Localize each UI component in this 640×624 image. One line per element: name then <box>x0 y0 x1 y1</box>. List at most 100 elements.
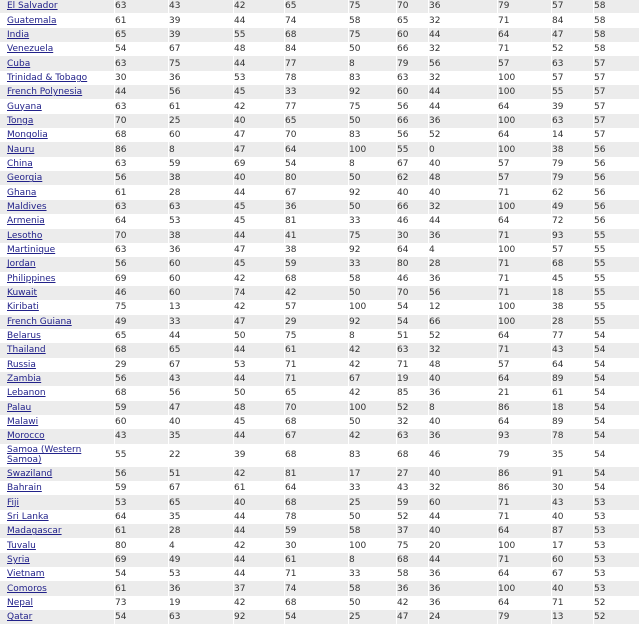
score-cell: 78 <box>285 509 349 525</box>
score-cell: 45 <box>234 214 285 229</box>
score-cell: 68 <box>285 414 349 430</box>
country-link[interactable]: French Guiana <box>7 316 72 327</box>
score-cell: 65 <box>169 343 234 358</box>
country-link[interactable]: Vietnam <box>7 569 45 580</box>
country-link[interactable]: Maldives <box>7 201 47 212</box>
table-row: Ghana 61 28 44 67 92 40 40 71 62 56 <box>0 185 640 200</box>
country-link[interactable]: Russia <box>7 359 36 370</box>
score-cell: 79 <box>552 156 594 172</box>
country-link[interactable]: India <box>7 29 30 40</box>
score-cell: 52 <box>552 42 594 57</box>
score-cell: 52 <box>397 509 429 525</box>
score-cell: 63 <box>115 242 169 258</box>
country-link[interactable]: Guyana <box>7 101 42 112</box>
country-link[interactable]: Georgia <box>7 173 43 184</box>
country-link[interactable]: Martinique <box>7 245 56 256</box>
country-link[interactable]: Guatemala <box>7 15 57 26</box>
score-cell: 57 <box>594 113 640 129</box>
country-link[interactable]: Comoros <box>7 583 47 594</box>
country-link[interactable]: Venezuela <box>7 44 54 55</box>
score-cell: 71 <box>498 285 552 301</box>
country-link[interactable]: Qatar <box>7 612 33 623</box>
country-link[interactable]: El Salvador <box>7 1 58 12</box>
score-cell: 40 <box>552 581 594 596</box>
score-cell: 67 <box>285 429 349 444</box>
country-link[interactable]: Zambia <box>7 374 42 385</box>
score-cell: 13 <box>552 610 594 624</box>
score-cell: 44 <box>429 552 498 568</box>
score-cell: 42 <box>234 99 285 114</box>
country-link[interactable]: Trinidad & Tobago <box>7 72 88 83</box>
score-cell: 100 <box>349 300 397 315</box>
country-link[interactable]: Armenia <box>7 216 45 227</box>
country-cell: Jordan <box>0 257 115 272</box>
score-cell: 56 <box>115 171 169 186</box>
score-cell: 64 <box>285 481 349 496</box>
country-link[interactable]: China <box>7 158 33 169</box>
score-cell: 50 <box>349 113 397 129</box>
country-link[interactable]: Morocco <box>7 431 45 442</box>
country-link[interactable]: Ghana <box>7 187 37 198</box>
country-link[interactable]: Tuvalu <box>7 540 36 551</box>
score-cell: 54 <box>285 610 349 624</box>
country-link[interactable]: Fiji <box>7 497 20 508</box>
score-cell: 43 <box>169 371 234 387</box>
country-link[interactable]: Swaziland <box>7 468 53 479</box>
score-cell: 39 <box>169 27 234 43</box>
score-cell: 53 <box>594 552 640 568</box>
score-cell: 50 <box>349 285 397 301</box>
score-cell: 64 <box>498 595 552 611</box>
table-row: Madagascar 61 28 44 59 58 37 40 64 87 53 <box>0 524 640 539</box>
score-cell: 42 <box>397 595 429 611</box>
score-cell: 43 <box>552 343 594 358</box>
score-cell: 100 <box>349 142 397 157</box>
score-cell: 44 <box>234 509 285 525</box>
country-link[interactable]: Kiribati <box>7 302 39 313</box>
score-cell: 44 <box>429 214 498 229</box>
country-link[interactable]: Philippines <box>7 273 56 284</box>
country-link[interactable]: Samoa (Western Samoa) <box>7 445 82 466</box>
country-link[interactable]: Thailand <box>7 345 46 356</box>
score-cell: 77 <box>552 328 594 344</box>
score-cell: 53 <box>594 524 640 539</box>
score-cell: 69 <box>115 271 169 286</box>
score-cell: 81 <box>285 214 349 229</box>
country-link[interactable]: Nepal <box>7 597 33 608</box>
score-cell: 63 <box>169 610 234 624</box>
country-cell: Georgia <box>0 171 115 186</box>
country-cell: Tonga <box>0 113 115 129</box>
score-cell: 78 <box>552 429 594 444</box>
country-link[interactable]: Mongolia <box>7 130 48 141</box>
score-cell: 60 <box>429 495 498 510</box>
table-row: Guyana 63 61 42 77 75 56 44 64 39 57 <box>0 99 640 114</box>
score-cell: 14 <box>552 128 594 143</box>
score-cell: 75 <box>349 27 397 43</box>
country-link[interactable]: Belarus <box>7 331 41 342</box>
country-link[interactable]: Nauru <box>7 144 35 155</box>
country-link[interactable]: Malawi <box>7 417 39 428</box>
country-link[interactable]: Palau <box>7 402 32 413</box>
score-cell: 68 <box>552 257 594 272</box>
score-cell: 57 <box>552 70 594 86</box>
score-cell: 64 <box>498 524 552 539</box>
score-cell: 36 <box>429 228 498 243</box>
country-link[interactable]: Cuba <box>7 58 31 69</box>
score-cell: 64 <box>552 357 594 372</box>
score-cell: 80 <box>285 171 349 186</box>
score-cell: 42 <box>234 300 285 315</box>
country-link[interactable]: Syria <box>7 554 30 565</box>
score-cell: 79 <box>552 171 594 186</box>
score-cell: 62 <box>552 185 594 200</box>
country-link[interactable]: Kuwait <box>7 288 38 299</box>
score-cell: 74 <box>234 285 285 301</box>
country-link[interactable]: Lebanon <box>7 388 46 399</box>
country-link[interactable]: Sri Lanka <box>7 511 49 522</box>
country-link[interactable]: French Polynesia <box>7 87 83 98</box>
country-link[interactable]: Madagascar <box>7 526 62 537</box>
country-link[interactable]: Bahrain <box>7 483 42 494</box>
score-cell: 100 <box>498 142 552 157</box>
country-link[interactable]: Tonga <box>7 115 34 126</box>
country-cell: French Guiana <box>0 314 115 329</box>
country-link[interactable]: Jordan <box>7 259 36 270</box>
country-link[interactable]: Lesotho <box>7 230 43 241</box>
